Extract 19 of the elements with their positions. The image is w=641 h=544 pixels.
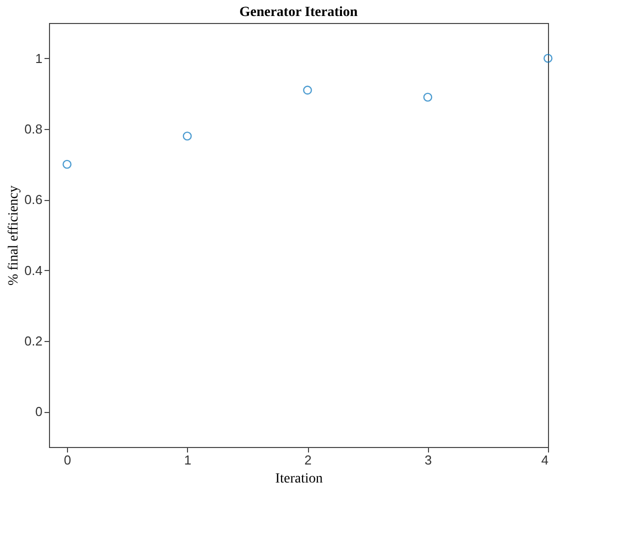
x-tick-label: 4 <box>541 452 548 468</box>
x-axis-title: Iteration <box>275 472 323 486</box>
y-axis-title: % final efficiency <box>6 185 22 286</box>
y-tick-label: 1 <box>35 50 42 66</box>
y-tick-label: 0.2 <box>24 334 42 348</box>
point <box>544 54 552 63</box>
x-tick-label: 2 <box>304 452 312 468</box>
x-tick-label: 3 <box>424 452 432 468</box>
point <box>182 132 192 141</box>
chart-title: Generator Iteration <box>239 5 358 20</box>
y-tick-label: 0.4 <box>24 262 42 278</box>
x-tick-label: 1 <box>184 452 192 468</box>
y-tick-label: 0 <box>35 404 42 420</box>
y-tick-label: 0.8 <box>24 122 42 136</box>
point <box>423 92 432 102</box>
y-tick-label: 0.6 <box>24 192 42 208</box>
x-tick-label: 0 <box>64 452 72 468</box>
point <box>62 160 72 169</box>
point <box>303 86 312 95</box>
